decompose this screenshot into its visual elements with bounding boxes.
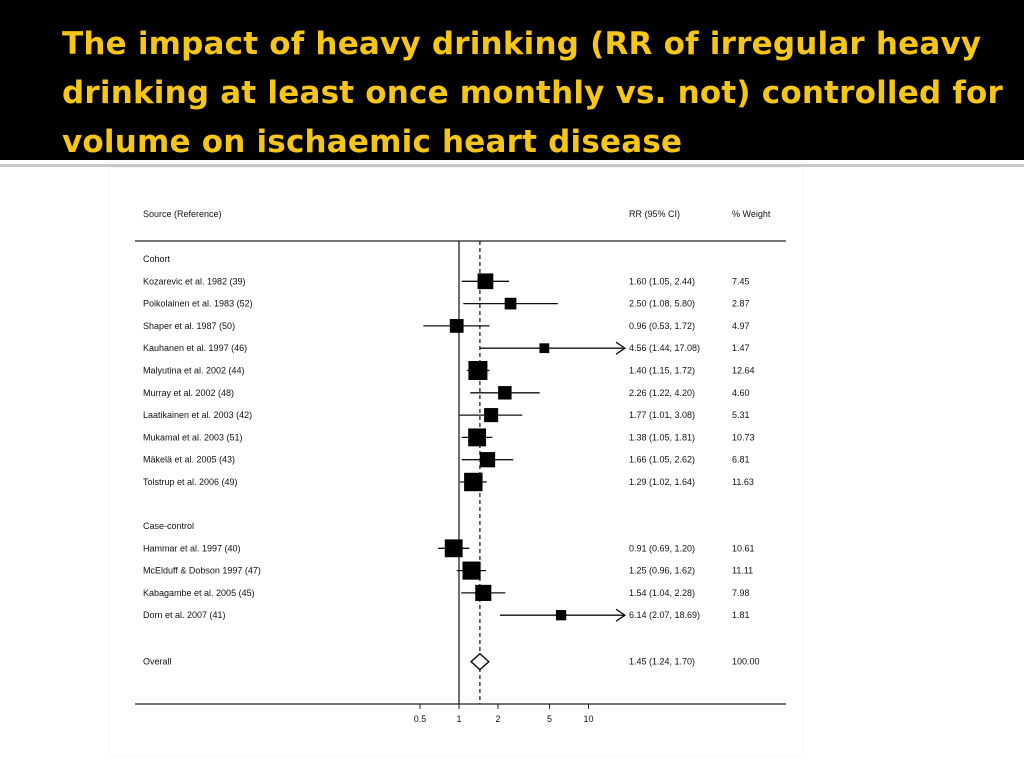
study-rr-label: 1.25 (0.96, 1.62)	[629, 566, 695, 576]
weight-square	[484, 408, 499, 423]
study-name: Dorn et al. 2007 (41)	[143, 610, 226, 620]
study-name: Kozarevic et al. 1982 (39)	[143, 276, 246, 286]
study-rr-label: 1.77 (1.01, 3.08)	[629, 410, 695, 420]
study-weight-label: 6.81	[732, 455, 750, 465]
title-divider	[0, 164, 1024, 167]
study-weight-label: 7.98	[732, 588, 750, 598]
study-weight-label: 2.87	[732, 299, 750, 309]
study-weight-label: 1.47	[732, 343, 750, 353]
study-name: Shaper et al. 1987 (50)	[143, 321, 235, 331]
forest-plot-figure: Source (Reference) RR (95% CI) % Weight …	[110, 168, 802, 756]
study-weight-label: 4.60	[732, 388, 750, 398]
study-rr-label: 4.56 (1.44, 17.08)	[629, 343, 700, 353]
study-name: McElduff & Dobson 1997 (47)	[143, 566, 261, 576]
x-tick-label: 5	[547, 714, 552, 724]
weight-square	[539, 343, 550, 354]
weight-square	[498, 386, 512, 400]
study-weight-label: 11.11	[732, 566, 753, 576]
study-rr-label: 1.66 (1.05, 2.62)	[629, 455, 695, 465]
weight-square	[477, 273, 494, 290]
study-weight-label: 11.63	[732, 477, 754, 487]
study-rr-label: 1.38 (1.05, 1.81)	[629, 432, 695, 442]
study-name: Mukamal et al. 2003 (51)	[143, 432, 243, 442]
weight-square	[444, 539, 463, 558]
study-name: Tolstrup et al. 2006 (49)	[143, 477, 238, 487]
study-weight-label: 7.45	[732, 276, 750, 286]
study-name: Malyutina et al. 2002 (44)	[143, 366, 245, 376]
weight-square	[449, 319, 464, 333]
study-rr-label: 1.40 (1.15, 1.72)	[629, 366, 695, 376]
study-rr-label: 6.14 (2.07, 18.69)	[629, 610, 700, 620]
header-weight: % Weight	[732, 209, 771, 219]
header-rr: RR (95% CI)	[629, 209, 680, 219]
study-rr-label: 2.50 (1.08, 5.80)	[629, 299, 695, 309]
study-name: Kabagambe et al. 2005 (45)	[143, 588, 255, 598]
study-weight-label: 1.81	[732, 610, 750, 620]
title-band: The impact of heavy drinking (RR of irre…	[0, 0, 1024, 160]
weight-square	[555, 610, 567, 621]
study-name: Mäkelä et al. 2005 (43)	[143, 455, 235, 465]
overall-diamond	[470, 652, 490, 671]
study-name: Hammar et al. 1997 (40)	[143, 543, 241, 553]
overall-name: Overall	[143, 657, 172, 667]
study-name: Poikolainen et al. 1983 (52)	[143, 299, 253, 309]
study-weight-label: 5.31	[732, 410, 750, 420]
study-rr-label: 1.54 (1.04, 2.28)	[629, 588, 695, 598]
study-weight-label: 12.64	[732, 366, 755, 376]
study-rr-label: 1.60 (1.05, 2.44)	[629, 276, 695, 286]
study-weight-label: 4.97	[732, 321, 750, 331]
weight-square	[462, 561, 481, 580]
x-tick-label: 1	[456, 714, 461, 724]
weight-square	[475, 584, 492, 601]
forest-plot: Source (Reference) RR (95% CI) % Weight …	[135, 209, 786, 724]
overall-weight-label: 100.00	[732, 657, 760, 667]
study-weight-label: 10.73	[732, 432, 755, 442]
header-source: Source (Reference)	[143, 209, 222, 219]
slide-title: The impact of heavy drinking (RR of irre…	[62, 26, 1004, 160]
weight-square	[504, 297, 517, 310]
study-rr-label: 0.96 (0.53, 1.72)	[629, 321, 695, 331]
study-name: Kauhanen et al. 1997 (46)	[143, 343, 247, 353]
group-label: Cohort	[143, 254, 171, 264]
weight-square	[468, 428, 487, 447]
study-rr-label: 1.29 (1.02, 1.64)	[629, 477, 695, 487]
study-name: Murray et al. 2002 (48)	[143, 388, 234, 398]
study-name: Laatikainen et al. 2003 (42)	[143, 410, 252, 420]
x-tick-label: 2	[495, 714, 500, 724]
weight-square	[479, 452, 496, 468]
x-tick-label: 10	[583, 714, 593, 724]
weight-square	[468, 361, 488, 380]
study-rr-label: 2.26 (1.22, 4.20)	[629, 388, 695, 398]
ci-arrow	[615, 608, 627, 622]
overall-rr-label: 1.45 (1.24, 1.70)	[629, 657, 695, 667]
study-rr-label: 0.91 (0.69, 1.20)	[629, 543, 695, 553]
x-tick-label: 0.5	[414, 714, 427, 724]
weight-square	[464, 472, 483, 492]
study-weight-label: 10.61	[732, 543, 755, 553]
group-label: Case-control	[143, 521, 194, 531]
ci-arrow	[615, 341, 627, 355]
